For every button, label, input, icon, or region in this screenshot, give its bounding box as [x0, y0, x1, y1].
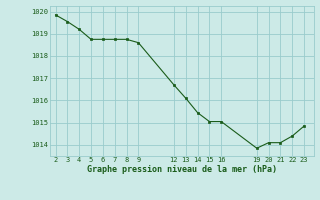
X-axis label: Graphe pression niveau de la mer (hPa): Graphe pression niveau de la mer (hPa): [87, 165, 276, 174]
